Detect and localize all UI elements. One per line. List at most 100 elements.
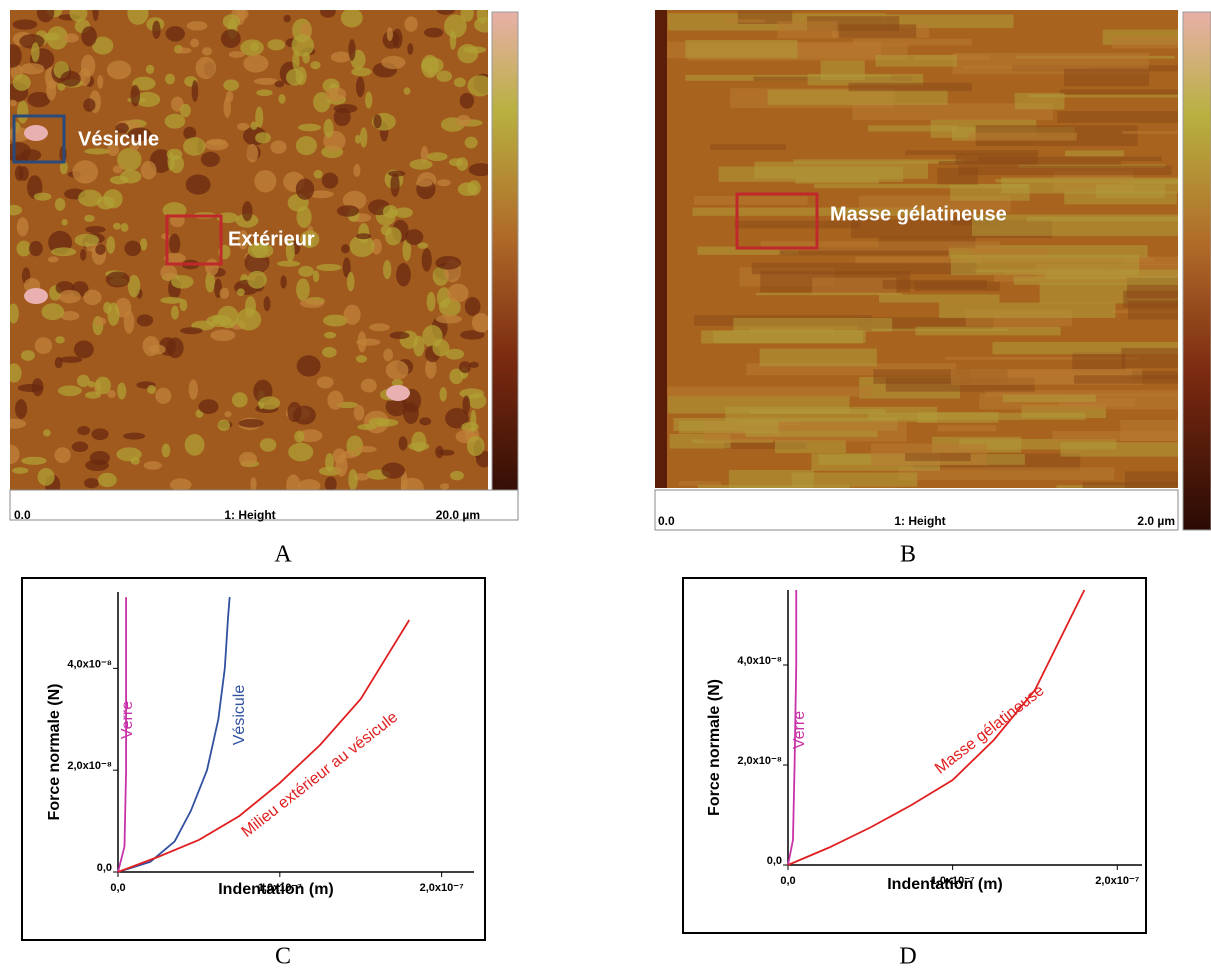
texture (106, 60, 132, 80)
texture (381, 462, 405, 479)
texture (148, 344, 166, 355)
texture (58, 290, 81, 304)
texture (165, 73, 175, 85)
texture (657, 386, 871, 397)
texture (80, 248, 87, 261)
texture (777, 21, 837, 39)
texture (879, 294, 1000, 303)
y-tick-label: 4,0x10⁻⁸ (67, 658, 112, 670)
texture (1057, 111, 1178, 123)
texture (16, 240, 32, 257)
texture (36, 10, 55, 23)
texture (1065, 150, 1124, 157)
texture (247, 242, 269, 259)
texture (246, 143, 259, 163)
texture (1026, 216, 1178, 222)
texture (21, 456, 47, 465)
texture (445, 348, 465, 360)
texture (37, 468, 55, 486)
texture (297, 123, 322, 132)
texture (807, 73, 924, 86)
texture (242, 201, 253, 222)
texture (71, 441, 89, 453)
texture (127, 127, 152, 142)
texture (274, 80, 285, 88)
texture (353, 404, 365, 421)
texture (968, 132, 1078, 141)
texture (295, 178, 315, 200)
texture (327, 390, 344, 410)
texture (439, 387, 447, 402)
texture (775, 440, 846, 454)
texture (882, 279, 987, 289)
texture (78, 189, 103, 207)
series-label: Masse gélatineuse (932, 682, 1048, 778)
texture (373, 114, 382, 129)
texture (467, 180, 481, 196)
texture (340, 10, 363, 28)
texture (343, 304, 361, 325)
texture (868, 125, 958, 132)
texture (127, 10, 149, 25)
texture (1014, 92, 1065, 110)
texture (63, 33, 79, 43)
texture (360, 378, 377, 393)
x-axis-label: Indentation (m) (218, 881, 334, 898)
texture (382, 260, 392, 280)
texture (400, 470, 408, 490)
texture (160, 296, 183, 304)
texture (468, 361, 479, 368)
texture (130, 84, 141, 107)
texture (43, 429, 51, 437)
texture (459, 388, 485, 399)
texture (466, 435, 485, 457)
texture (223, 97, 232, 118)
texture (14, 399, 28, 419)
texture (294, 430, 305, 443)
texture (779, 246, 950, 256)
texture (291, 34, 314, 57)
texture (356, 233, 372, 240)
texture (356, 446, 377, 453)
texture (27, 91, 51, 108)
texture (346, 272, 355, 292)
line (117, 597, 231, 873)
texture (875, 55, 957, 67)
texture (324, 476, 337, 490)
texture (140, 160, 157, 180)
texture (55, 336, 65, 344)
texture (152, 20, 161, 39)
texture (655, 10, 667, 488)
texture (435, 445, 444, 459)
texture (425, 358, 437, 379)
texture (236, 308, 262, 331)
texture (958, 438, 1117, 450)
texture (357, 423, 377, 431)
texture (147, 384, 156, 394)
scan-start: 0.0 (658, 514, 675, 528)
texture (59, 160, 68, 175)
texture (718, 166, 904, 182)
texture (340, 244, 350, 254)
texture (426, 152, 448, 162)
texture (1028, 94, 1178, 98)
texture (117, 382, 127, 400)
texture (694, 196, 808, 205)
texture (83, 98, 96, 112)
line (787, 589, 1086, 866)
texture (295, 136, 317, 156)
texture (381, 55, 406, 70)
texture (47, 256, 59, 263)
texture (169, 478, 192, 490)
texture (285, 68, 304, 86)
texture (390, 173, 400, 197)
texture (106, 236, 116, 254)
texture (33, 192, 52, 201)
texture (468, 163, 488, 177)
texture (107, 302, 120, 326)
x-tick-label: 2,0x10⁻⁷ (1095, 875, 1139, 887)
texture (236, 288, 245, 297)
texture (73, 340, 94, 359)
texture (449, 30, 457, 50)
texture (460, 330, 485, 340)
